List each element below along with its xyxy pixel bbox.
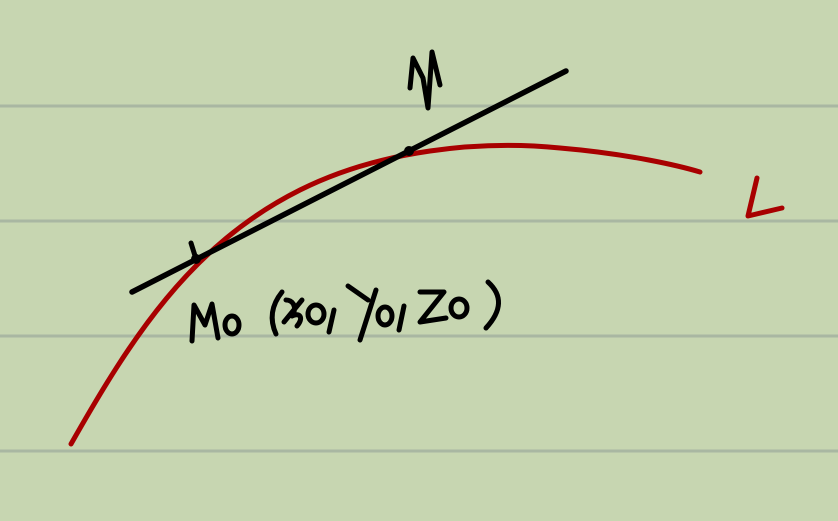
label-m0 [189, 279, 501, 344]
curve-l [68, 142, 703, 447]
label-l [745, 175, 785, 219]
label-m [407, 49, 443, 111]
point-m0-mark [188, 240, 201, 264]
point-m-mark [404, 146, 414, 156]
secant-line [129, 68, 569, 295]
